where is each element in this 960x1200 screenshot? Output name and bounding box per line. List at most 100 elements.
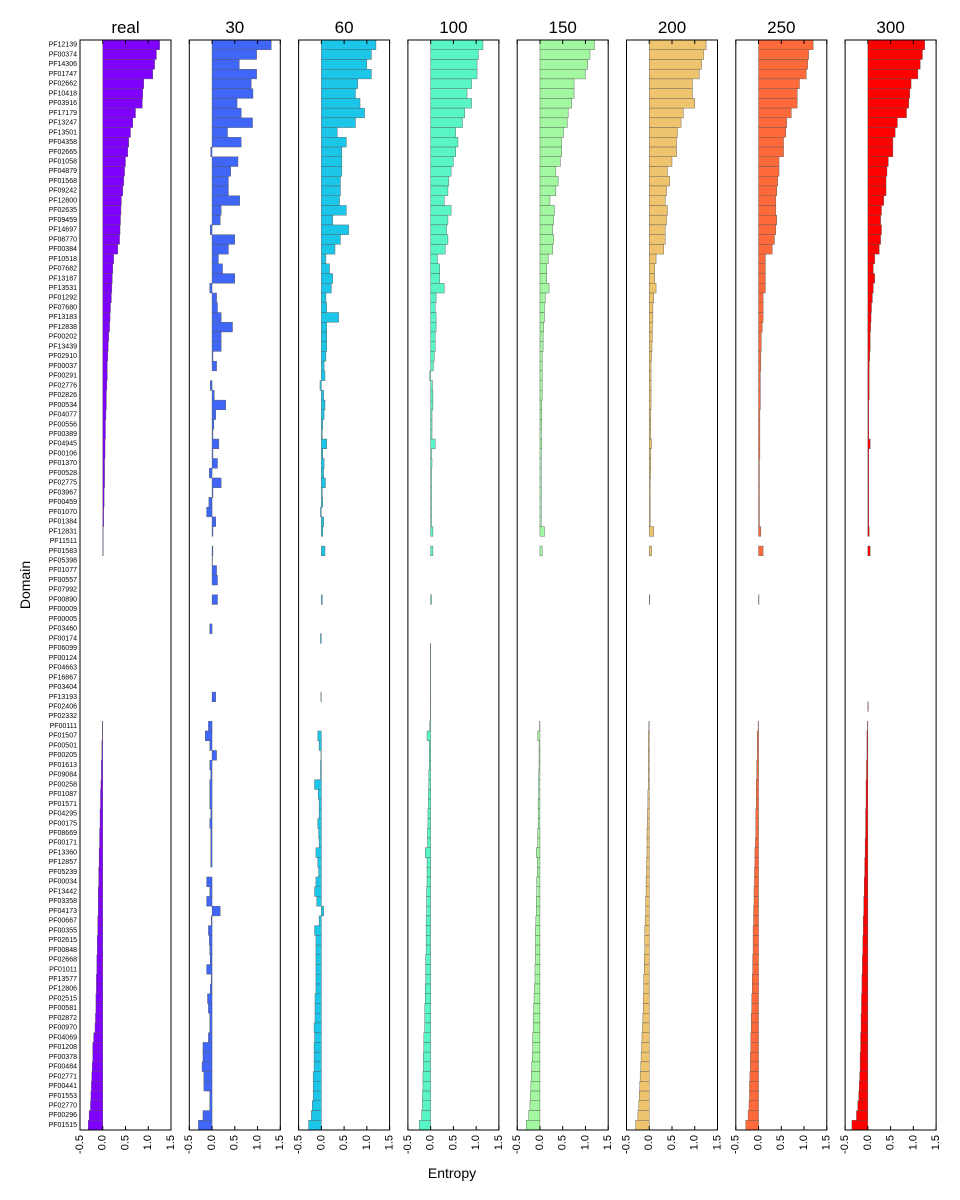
- panel-frame: [735, 39, 828, 1131]
- bar: [758, 341, 762, 352]
- bar: [865, 828, 869, 839]
- bar: [426, 857, 431, 868]
- y-tick-label: PF13577: [49, 976, 78, 983]
- bar: [98, 876, 103, 887]
- y-tick-label: PF03460: [49, 626, 78, 633]
- bar: [539, 390, 543, 401]
- bar: [649, 176, 670, 187]
- bar: [211, 516, 216, 527]
- bar: [758, 545, 764, 557]
- bar: [643, 993, 650, 1004]
- bar: [758, 506, 760, 518]
- bar: [91, 1081, 103, 1092]
- bar: [430, 244, 446, 255]
- bar: [321, 409, 325, 420]
- y-tick-label: PF12838: [49, 324, 78, 331]
- bar: [754, 867, 759, 878]
- bar: [867, 516, 869, 527]
- bar: [539, 98, 573, 109]
- bar: [539, 283, 550, 294]
- y-tick-label: PF00124: [49, 655, 78, 662]
- bar: [97, 915, 103, 926]
- y-tick-label: PF13187: [49, 275, 78, 282]
- y-tick-label: PF00355: [49, 927, 78, 934]
- bar: [315, 847, 322, 858]
- bar: [537, 808, 541, 819]
- bar: [315, 876, 322, 887]
- bar: [425, 935, 431, 946]
- bar: [430, 429, 433, 440]
- bar: [430, 68, 478, 80]
- bar: [539, 312, 545, 323]
- bar: [539, 302, 545, 313]
- bar: [101, 740, 103, 751]
- bar: [316, 896, 322, 907]
- y-tick-label: PF01087: [49, 791, 78, 798]
- bar: [312, 1100, 322, 1111]
- y-tick-label: PF02406: [49, 703, 78, 710]
- bar: [211, 195, 241, 206]
- bar: [102, 166, 125, 177]
- bar: [649, 205, 668, 216]
- bar: [867, 283, 874, 294]
- x-tick-label: 0.0: [643, 1135, 655, 1150]
- bar: [209, 935, 213, 946]
- panel-title: 60: [335, 18, 354, 37]
- bar: [211, 166, 231, 177]
- bar: [321, 370, 326, 381]
- bar: [649, 263, 655, 274]
- bar: [100, 789, 103, 800]
- bar: [430, 351, 435, 362]
- bar: [102, 59, 155, 70]
- bar: [321, 419, 323, 430]
- bar: [424, 1022, 431, 1033]
- bar: [102, 477, 105, 488]
- bar: [758, 166, 780, 177]
- bar: [535, 944, 541, 956]
- y-tick-label: PF00009: [49, 606, 78, 613]
- y-tick-label: PF01208: [49, 1044, 78, 1051]
- bar: [867, 234, 881, 245]
- bar: [649, 146, 677, 157]
- bar: [207, 993, 213, 1004]
- bar: [646, 837, 650, 848]
- bar: [648, 779, 650, 790]
- bar: [206, 506, 213, 518]
- y-tick-label: PF01292: [49, 295, 78, 302]
- bar: [758, 331, 762, 342]
- bar: [211, 205, 222, 216]
- bar: [201, 1061, 213, 1072]
- bar: [860, 1042, 869, 1053]
- bar: [211, 409, 216, 420]
- bar: [649, 526, 654, 537]
- bar: [649, 477, 651, 488]
- bar: [538, 769, 541, 780]
- y-tick-label: PF13531: [49, 285, 78, 292]
- y-tick-label: PF10418: [49, 90, 78, 97]
- bar: [321, 292, 327, 303]
- bar: [752, 925, 759, 936]
- bar: [426, 867, 431, 878]
- bar: [752, 935, 759, 946]
- bar: [211, 214, 221, 226]
- bar: [315, 935, 322, 946]
- bar: [430, 224, 447, 235]
- bar: [320, 506, 322, 518]
- bar: [101, 759, 103, 771]
- bar: [649, 195, 666, 206]
- x-tick-label: -0.5: [620, 1135, 632, 1154]
- bar: [749, 1090, 759, 1102]
- y-tick-label: PF02332: [49, 713, 78, 720]
- x-tick-label: -0.5: [293, 1135, 305, 1154]
- bar: [645, 876, 650, 887]
- bar: [102, 146, 128, 157]
- bar: [649, 438, 652, 449]
- bar: [424, 1003, 431, 1014]
- bar: [321, 59, 368, 70]
- bar: [102, 224, 121, 235]
- bar: [430, 448, 432, 459]
- bar: [314, 925, 322, 936]
- bar: [648, 750, 650, 761]
- bar: [539, 185, 557, 196]
- y-tick-label: PF04879: [49, 168, 78, 175]
